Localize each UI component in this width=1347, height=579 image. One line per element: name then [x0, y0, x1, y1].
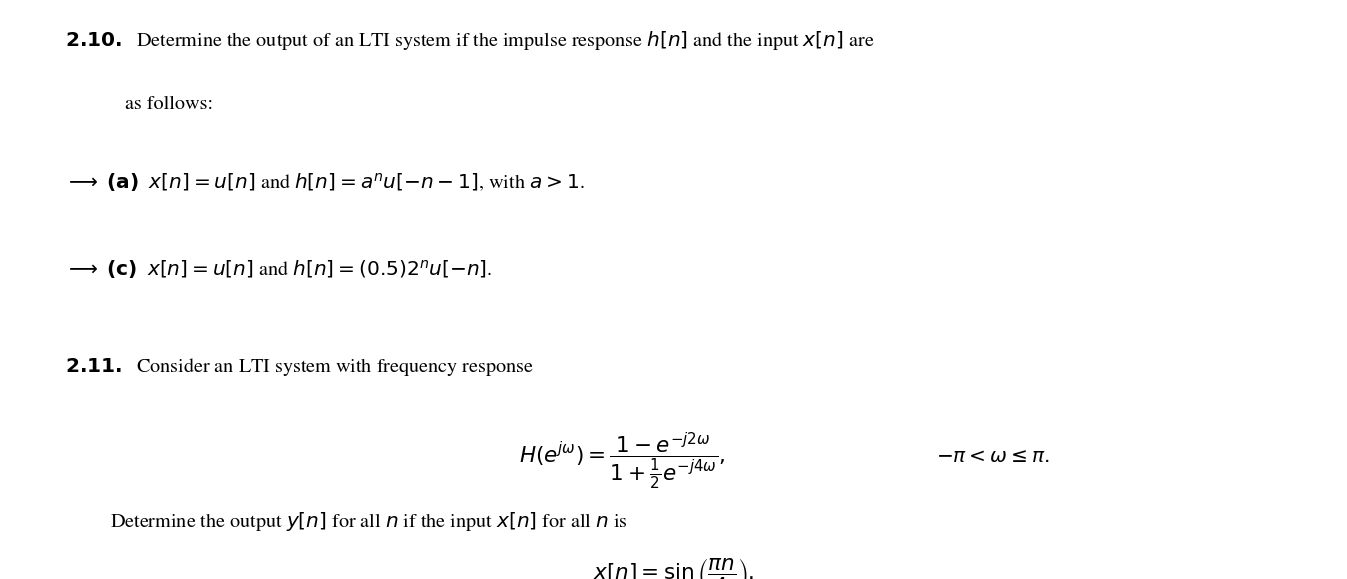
- Text: $\mathbf{2.10.}$  Determine the output of an LTI system if the impulse response : $\mathbf{2.10.}$ Determine the output of…: [65, 29, 874, 52]
- Text: $\mathbf{2.11.}$  Consider an LTI system with frequency response: $\mathbf{2.11.}$ Consider an LTI system …: [65, 356, 533, 378]
- Text: $\longrightarrow$ $\mathbf{(c)}$  $x[n] = u[n]$ and $h[n] = (0.5)2^n u[-n]$.: $\longrightarrow$ $\mathbf{(c)}$ $x[n] =…: [65, 258, 492, 281]
- Text: $\longrightarrow$ $\mathbf{(a)}$  $x[n] = u[n]$ and $h[n] = a^n u[-n-1]$, with $: $\longrightarrow$ $\mathbf{(a)}$ $x[n] =…: [65, 171, 585, 194]
- Text: $H(e^{j\omega}) = \dfrac{1 - e^{-j2\omega}}{1 + \frac{1}{2}e^{-j4\omega}},$: $H(e^{j\omega}) = \dfrac{1 - e^{-j2\omeg…: [519, 431, 725, 492]
- Text: as follows:: as follows:: [125, 96, 213, 113]
- Text: Determine the output $y[n]$ for all $n$ if the input $x[n]$ for all $n$ is: Determine the output $y[n]$ for all $n$ …: [110, 510, 628, 533]
- Text: $x[n] = \sin\left(\dfrac{\pi n}{4}\right).$: $x[n] = \sin\left(\dfrac{\pi n}{4}\right…: [593, 556, 754, 579]
- Text: $-\pi < \omega \leq \pi.$: $-\pi < \omega \leq \pi.$: [936, 449, 1049, 466]
